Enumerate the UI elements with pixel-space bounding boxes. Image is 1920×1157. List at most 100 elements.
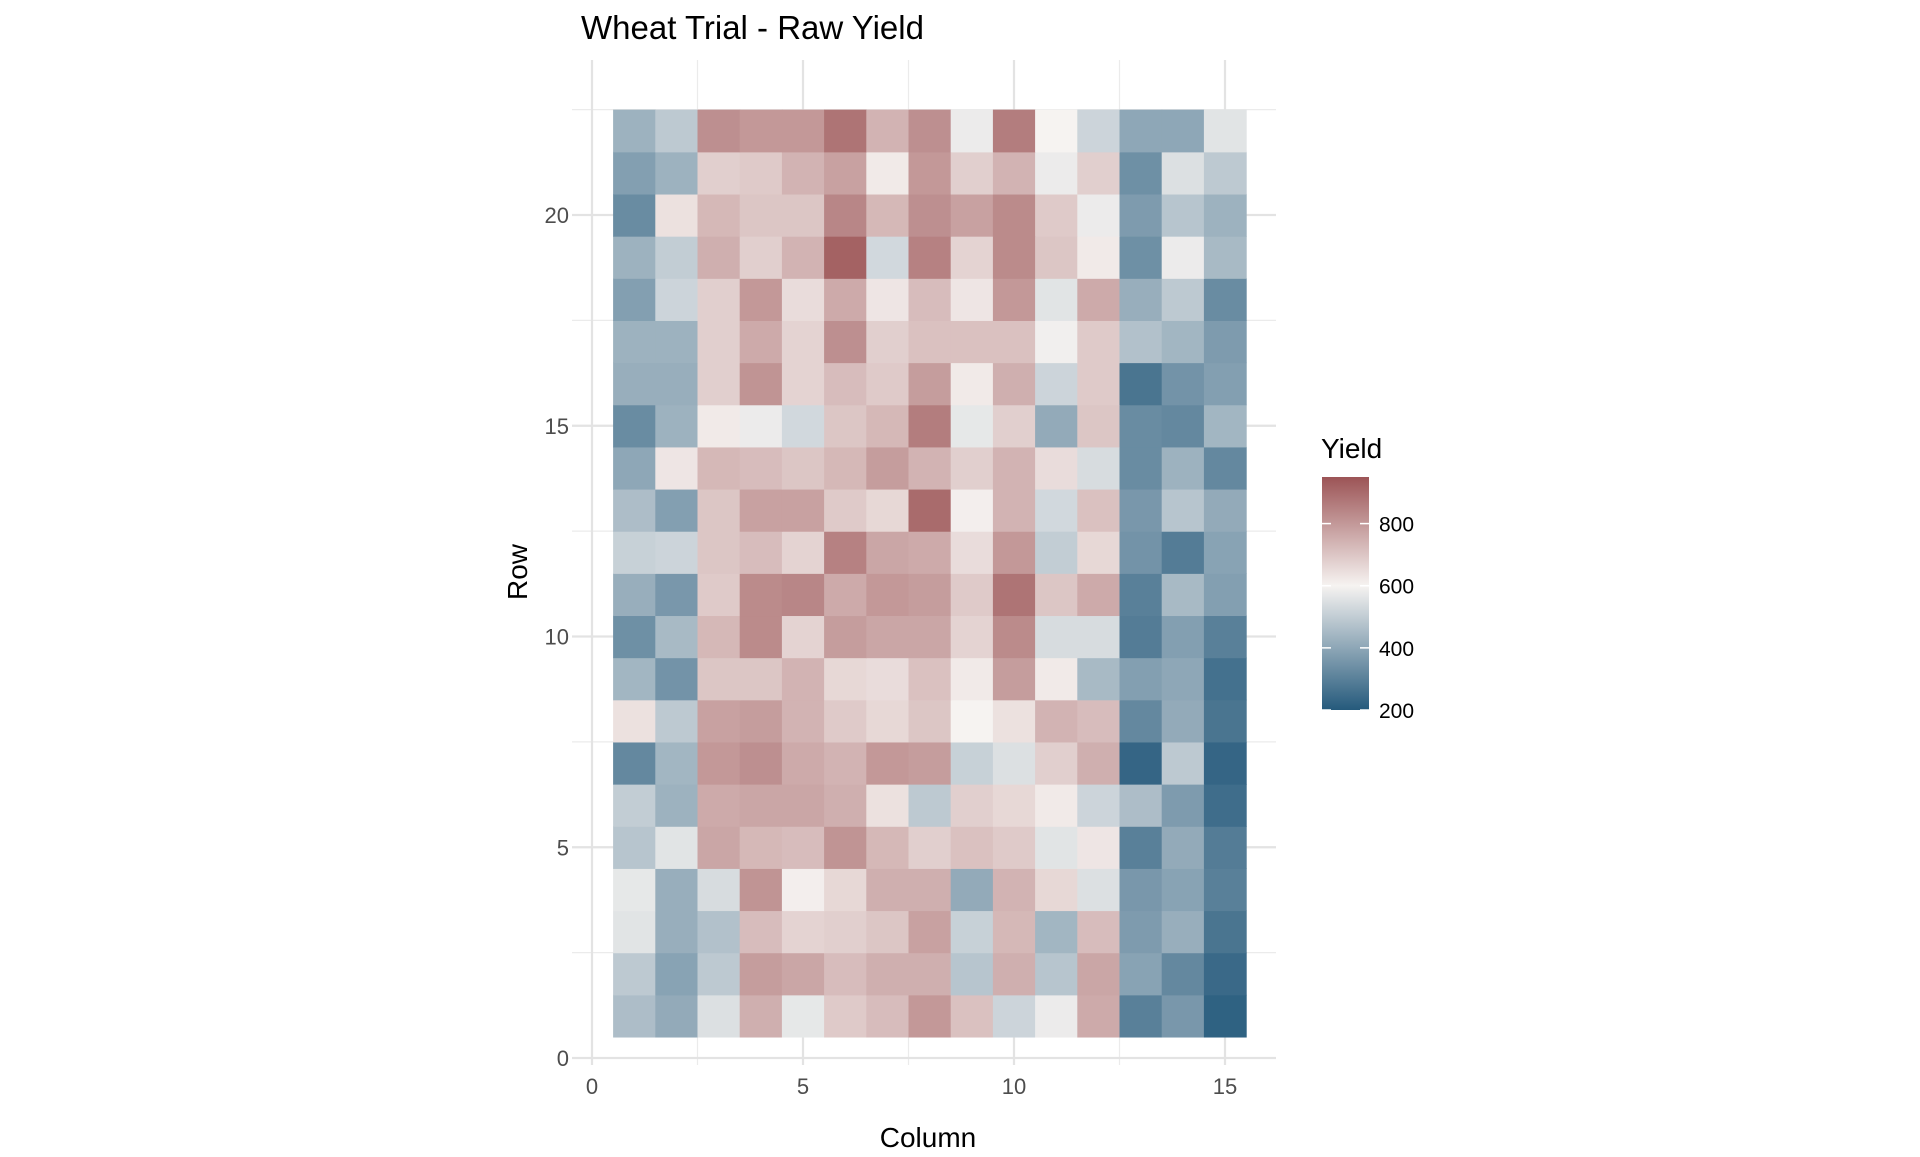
- heatmap-tile: [824, 994, 867, 1038]
- heatmap-tile: [950, 573, 994, 617]
- heatmap-tile: [1035, 952, 1078, 996]
- heatmap-tile: [1035, 910, 1078, 954]
- heatmap-tile: [1203, 109, 1247, 153]
- heatmap-tile: [1077, 994, 1121, 1038]
- heatmap-tile: [739, 657, 783, 701]
- heatmap-tile: [866, 236, 910, 279]
- heatmap-tile: [824, 573, 867, 617]
- heatmap-tile: [739, 320, 783, 364]
- heatmap-tile: [824, 910, 867, 954]
- heatmap-tile: [781, 404, 825, 448]
- heatmap-tile: [655, 151, 699, 195]
- heatmap-tile: [950, 236, 994, 279]
- heatmap-tile: [1119, 404, 1163, 448]
- heatmap-tile: [1035, 573, 1078, 617]
- heatmap-tile: [1119, 952, 1163, 996]
- y-tick-label: 0: [557, 1046, 569, 1071]
- x-tick-label: 10: [1002, 1074, 1026, 1099]
- heatmap-tile: [1119, 236, 1163, 279]
- heatmap-tile: [908, 488, 952, 532]
- heatmap-tile: [866, 994, 910, 1038]
- heatmap-tile: [1077, 699, 1121, 743]
- heatmap-tile: [1161, 868, 1205, 912]
- heatmap-tile: [1035, 868, 1078, 912]
- heatmap-tile: [1119, 362, 1163, 406]
- heatmap-tile: [1203, 910, 1247, 954]
- heatmap-tile: [908, 615, 952, 659]
- heatmap-tile: [908, 109, 952, 153]
- heatmap-tile: [1035, 488, 1078, 532]
- heatmap-tile: [866, 488, 910, 532]
- heatmap-tile: [824, 446, 867, 490]
- heatmap-tile: [1119, 826, 1163, 869]
- heatmap-tile: [1077, 784, 1121, 827]
- heatmap-tile: [613, 615, 656, 659]
- heatmap-tile: [950, 278, 994, 321]
- heatmap-tile: [908, 952, 952, 996]
- heatmap-tile: [992, 826, 1036, 869]
- heatmap-tile: [1077, 488, 1121, 532]
- heatmap-tile: [824, 826, 867, 869]
- heatmap-tile: [697, 741, 741, 785]
- heatmap-tile: [1161, 699, 1205, 743]
- heatmap-tile: [1203, 615, 1247, 659]
- heatmap-tile: [781, 362, 825, 406]
- heatmap-tile: [866, 741, 910, 785]
- heatmap-tile: [992, 404, 1036, 448]
- heatmap-tile: [1077, 910, 1121, 954]
- heatmap-tile: [781, 573, 825, 617]
- heatmap-tile: [613, 193, 656, 237]
- heatmap-tile: [739, 868, 783, 912]
- heatmap-tile: [1035, 446, 1078, 490]
- heatmap-tile: [1119, 699, 1163, 743]
- heatmap-tile: [781, 531, 825, 574]
- heatmap-tile: [950, 994, 994, 1038]
- heatmap-tile: [824, 404, 867, 448]
- heatmap-tile: [1077, 151, 1121, 195]
- heatmap-tile: [655, 826, 699, 869]
- heatmap-tile: [1077, 446, 1121, 490]
- heatmap-tile: [655, 488, 699, 532]
- heatmap-tile: [908, 446, 952, 490]
- heatmap-tile: [908, 573, 952, 617]
- heatmap-tile: [697, 826, 741, 869]
- heatmap-tile: [1203, 193, 1247, 237]
- heatmap-tile: [1203, 573, 1247, 617]
- heatmap-tile: [781, 109, 825, 153]
- heatmap-tile: [824, 952, 867, 996]
- heatmap-tile: [1119, 320, 1163, 364]
- heatmap-tile: [866, 910, 910, 954]
- heatmap-tile: [655, 278, 699, 321]
- heatmap-tile: [781, 741, 825, 785]
- heatmap-tile: [655, 994, 699, 1038]
- heatmap-tile: [739, 151, 783, 195]
- y-axis-label: Row: [502, 543, 533, 600]
- heatmap-tile: [781, 699, 825, 743]
- heatmap-tile: [613, 657, 656, 701]
- heatmap-tile: [1077, 952, 1121, 996]
- heatmap-tile: [950, 109, 994, 153]
- heatmap-tile: [866, 193, 910, 237]
- y-tick-label: 15: [545, 414, 569, 439]
- heatmap-tile: [908, 741, 952, 785]
- heatmap-tile: [950, 362, 994, 406]
- heatmap-tile: [992, 952, 1036, 996]
- heatmap-tile: [824, 657, 867, 701]
- heatmap-tile: [1077, 320, 1121, 364]
- heatmap-tile: [613, 784, 656, 827]
- heatmap-tile: [781, 910, 825, 954]
- heatmap-tile: [697, 657, 741, 701]
- heatmap-tile: [1077, 362, 1121, 406]
- heatmap-tile: [1161, 615, 1205, 659]
- legend-tick-label: 600: [1379, 576, 1414, 599]
- heatmap-tile: [1035, 151, 1078, 195]
- heatmap-tile: [824, 151, 867, 195]
- heatmap-tile: [739, 278, 783, 321]
- heatmap-tile: [655, 193, 699, 237]
- heatmap-tile: [824, 784, 867, 827]
- heatmap-tile: [992, 531, 1036, 574]
- heatmap-tile: [613, 741, 656, 785]
- heatmap-tile: [739, 741, 783, 785]
- heatmap-tile: [1161, 994, 1205, 1038]
- heatmap-tile: [1203, 531, 1247, 574]
